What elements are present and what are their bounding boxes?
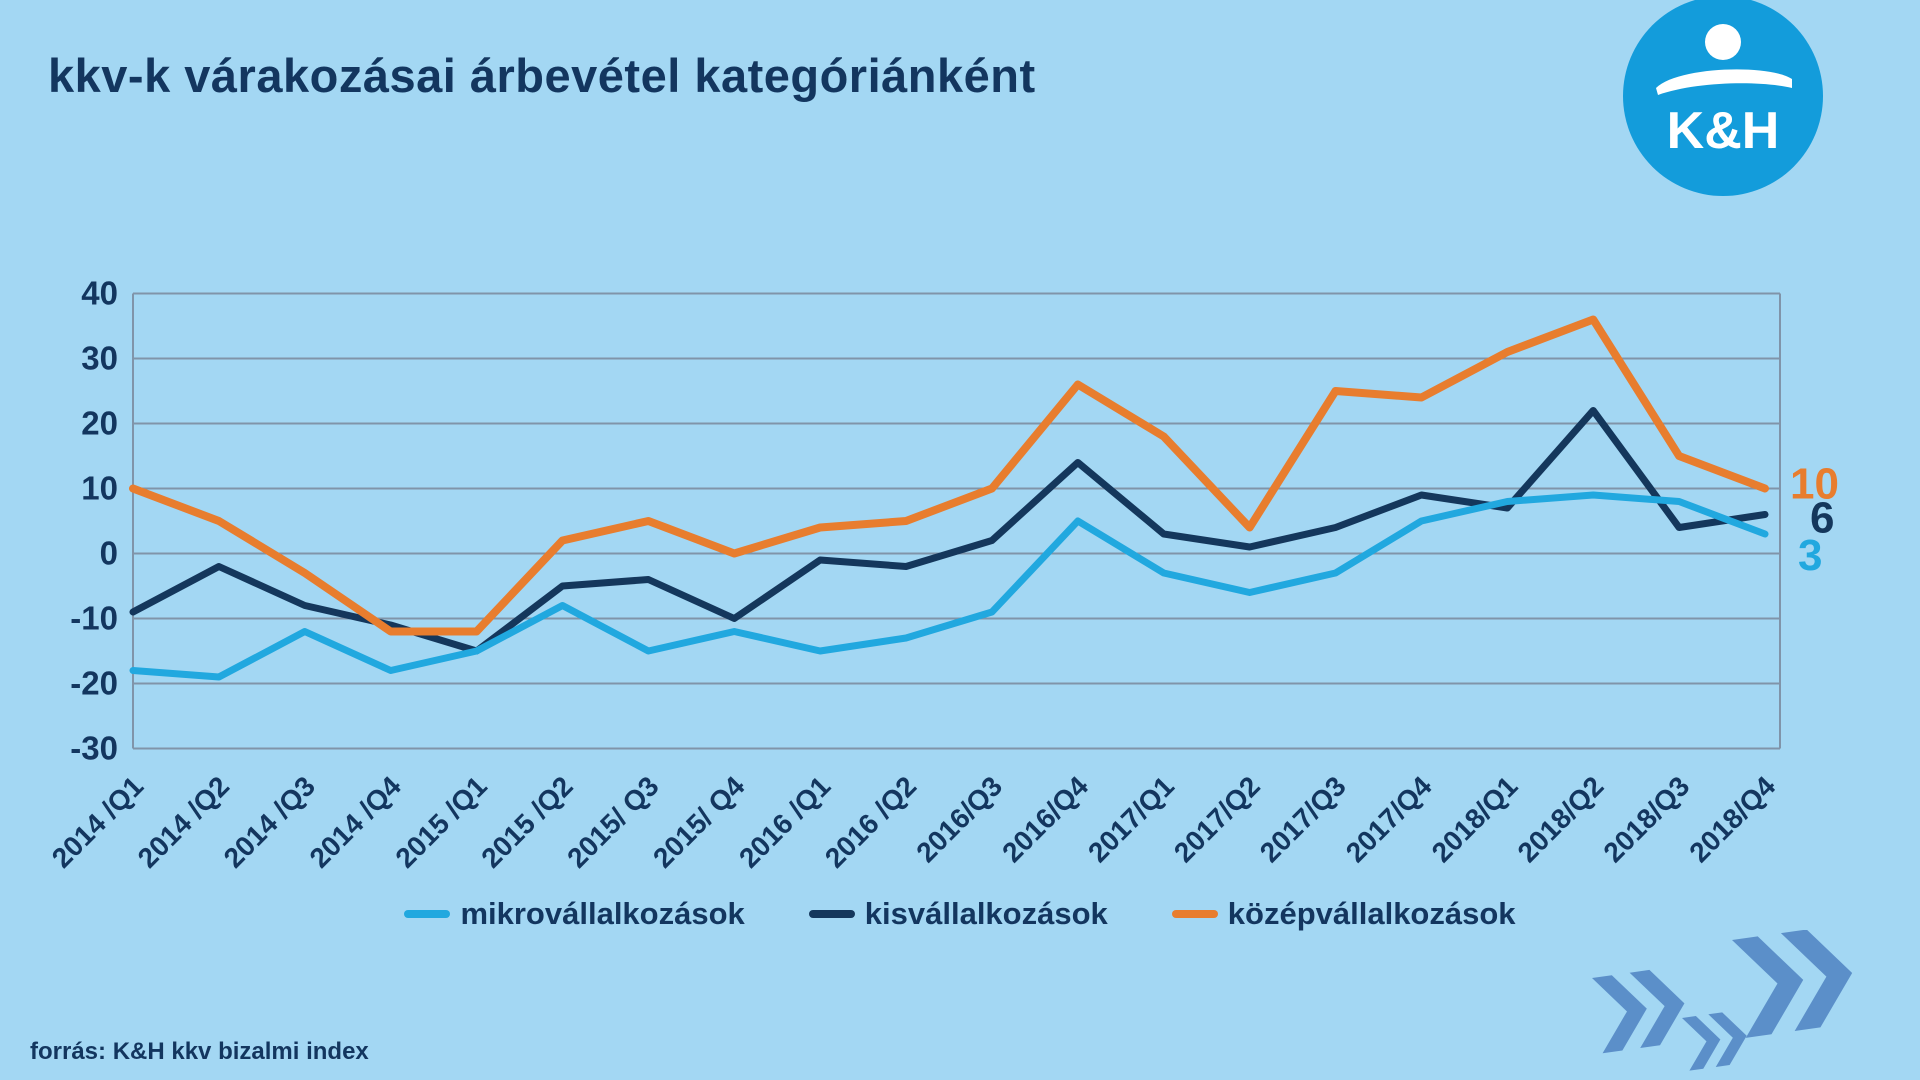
x-tick-label-12: 2016/Q4 [996,770,1094,868]
y-tick-label-0: 0 [100,535,118,572]
y-tick-label-40: 40 [81,275,118,312]
legend-swatch-mikrovallalkozasok [404,910,451,918]
kh-logo: K&H [1623,0,1823,196]
legend-swatch-kisvallalkozasok [808,910,855,918]
series-line-kozepvallalkozasok [129,315,1769,636]
x-tick-label-3: 2014 /Q3 [218,770,321,873]
x-tick-label-6: 2015 /Q2 [475,770,578,873]
kh-logo-text: K&H [1667,102,1780,160]
source-note: forrás: K&H kkv bizalmi index [30,1038,369,1065]
y-tick-label-10: 10 [81,470,118,507]
end-value-label-3: 3 [1798,531,1822,580]
person-icon [1705,24,1741,60]
x-tick-label-5: 2015 /Q1 [389,770,492,873]
x-tick-label-15: 2017/Q3 [1254,770,1352,868]
end-value-label-6: 6 [1810,494,1834,543]
legend-label-kozepvallalkozasok: középvállalkozások [1227,896,1516,931]
series-line-kisvallalkozasok [129,407,1769,655]
x-tick-label-18: 2018/Q2 [1512,770,1610,868]
x-tick-label-14: 2017/Q2 [1168,770,1266,868]
x-tick-label-2: 2014 /Q2 [132,770,235,873]
legend-item-mikrovallalkozasok: mikrovállalkozások [404,896,745,932]
chevron-icon [1708,1012,1747,1067]
y-tick-label-30: 30 [81,340,118,377]
x-tick-label-4: 2014 /Q4 [304,770,408,874]
legend-item-kozepvallalkozasok: középvállalkozások [1171,896,1516,932]
legend-label-kisvallalkozasok: kisvállalkozások [864,896,1108,931]
legend-swatch-kozepvallalkozasok [1171,910,1218,918]
chevron-icon [1629,969,1685,1048]
x-tick-label-17: 2018/Q1 [1426,770,1524,868]
x-tick-label-11: 2016/Q3 [910,770,1008,868]
y-tick-label--30: -30 [70,730,118,767]
x-tick-label-20: 2018/Q4 [1683,770,1781,868]
x-tick-label-8: 2015/ Q4 [647,770,751,874]
y-tick-label--20: -20 [70,665,118,702]
x-tick-label-7: 2015/ Q3 [561,770,664,873]
kh-logo-circle [1623,0,1823,196]
legend-item-kisvallalkozasok: kisvállalkozások [808,896,1108,932]
chevron-pair [1592,969,1685,1054]
end-value-label-10: 10 [1790,460,1839,509]
legend-label-mikrovallalkozasok: mikrovállalkozások [460,896,745,931]
chevron-icon [1780,930,1853,1031]
x-tick-label-16: 2017/Q4 [1340,770,1438,868]
y-tick-label--10: -10 [70,600,118,637]
chevron-icon [1682,1016,1721,1071]
x-tick-label-9: 2016 /Q1 [733,770,836,873]
x-tick-label-19: 2018/Q3 [1597,770,1695,868]
page-title: kkv-k várakozásai árbevétel kategóriánké… [48,49,1036,102]
y-tick-label-20: 20 [81,405,118,442]
chart-legend: mikrovállalkozások kisvállalkozások közé… [0,896,1920,932]
x-tick-label-10: 2016 /Q2 [819,770,922,873]
chevron-icon [1592,975,1647,1054]
swoosh-icon [1656,69,1792,95]
x-tick-label-13: 2017/Q1 [1082,770,1180,868]
chevron-pair [1732,930,1853,1038]
chevron-pair [1682,1012,1747,1071]
chevron-icon [1732,936,1804,1038]
chevron-arrows-graphic [1592,930,1853,1071]
x-tick-label-1: 2014 /Q1 [46,770,149,873]
series-line-mikrovallalkozasok [129,491,1769,681]
